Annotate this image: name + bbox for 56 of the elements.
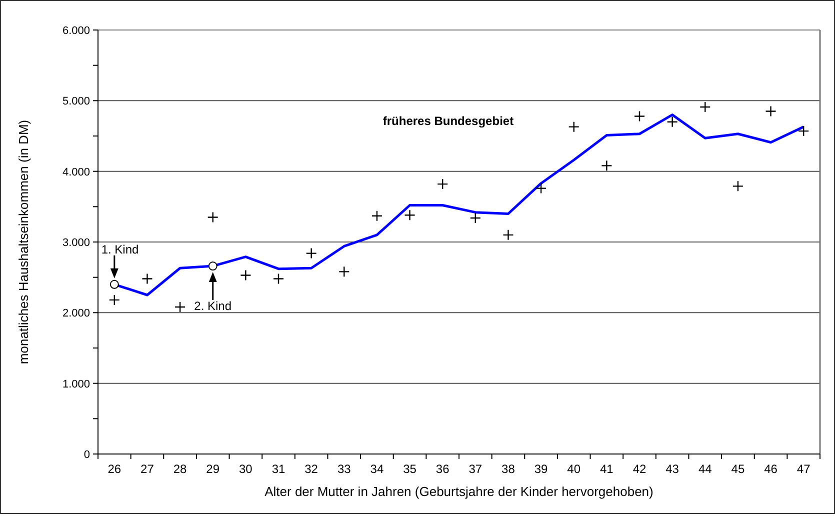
text: früheres Bundesgebiet — [382, 114, 514, 128]
point — [568, 121, 580, 132]
point — [306, 248, 317, 259]
x-tick-label: 45 — [731, 462, 745, 476]
x-tick-label: 43 — [666, 462, 680, 476]
point — [207, 212, 218, 223]
point — [338, 266, 350, 278]
y-axis-title: monatliches Haushaltseinkommen (in DM) — [16, 120, 31, 364]
point — [601, 160, 612, 172]
point — [142, 273, 153, 284]
x-tick-label: 32 — [304, 462, 318, 476]
x-tick-label: 30 — [239, 462, 253, 476]
y-tick-label: 6.000 — [62, 25, 90, 37]
x-tick-label: 35 — [403, 462, 417, 476]
x-tick-label: 37 — [468, 462, 482, 476]
point — [108, 294, 120, 306]
annotation: 1. Kind — [101, 242, 139, 256]
point — [470, 212, 482, 224]
point — [272, 273, 284, 284]
x-tick-label: 40 — [567, 462, 581, 476]
x-tick-label: 29 — [206, 462, 220, 476]
x-tick-label: 26 — [108, 462, 122, 476]
x-tick-label: 28 — [173, 462, 188, 476]
y-tick-label: 4.000 — [62, 166, 90, 178]
point — [700, 101, 711, 113]
point — [502, 229, 514, 241]
x-tick-label: 42 — [632, 462, 646, 476]
x-tick-label: 47 — [796, 462, 811, 476]
point — [371, 210, 383, 222]
point — [436, 178, 448, 190]
point — [240, 270, 252, 281]
annotation: 2. Kind — [194, 299, 232, 314]
x-tick-label: 33 — [337, 462, 352, 476]
y-tick-label: 1.000 — [62, 378, 90, 390]
y-tick-label: 0 — [84, 449, 90, 461]
point — [798, 125, 810, 137]
x-tick-label: 27 — [140, 462, 154, 476]
x-tick-label: 38 — [502, 462, 516, 476]
x-tick-label: 39 — [534, 462, 548, 476]
point — [404, 210, 416, 221]
point — [732, 180, 744, 192]
y-tick-label: 5.000 — [62, 96, 90, 108]
x-tick-label: 36 — [436, 462, 450, 476]
point — [666, 116, 678, 128]
y-tick-label: 3.000 — [62, 237, 90, 249]
x-tick-label: 41 — [600, 462, 614, 476]
x-tick-label: 31 — [272, 462, 286, 476]
point — [174, 301, 186, 313]
x-tick-label: 44 — [698, 462, 712, 476]
point — [535, 182, 547, 194]
x-tick-label: 46 — [764, 462, 778, 476]
x-tick-label: 34 — [370, 462, 384, 476]
point — [634, 110, 646, 122]
x-axis-title: Alter der Mutter in Jahren (Geburtsjahre der Kinder hervorgehoben) — [264, 484, 654, 499]
y-tick-label: 2.000 — [62, 308, 90, 320]
point — [765, 106, 776, 117]
